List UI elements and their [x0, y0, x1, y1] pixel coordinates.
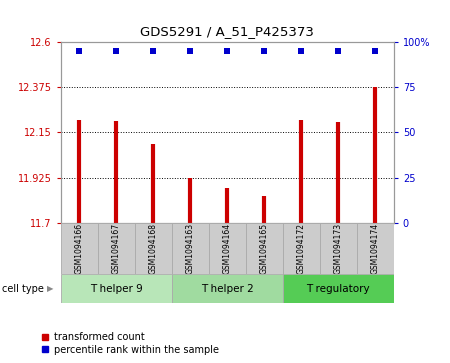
Text: T helper 9: T helper 9: [90, 284, 143, 294]
Legend: transformed count, percentile rank within the sample: transformed count, percentile rank withi…: [41, 332, 219, 355]
Bar: [98, 223, 135, 274]
Bar: [320, 223, 357, 274]
Text: GSM1094163: GSM1094163: [186, 223, 195, 274]
Text: GSM1094173: GSM1094173: [334, 223, 343, 274]
Bar: [283, 274, 394, 303]
Bar: [246, 223, 283, 274]
Title: GDS5291 / A_51_P425373: GDS5291 / A_51_P425373: [140, 25, 314, 38]
Text: GSM1094165: GSM1094165: [260, 223, 269, 274]
Bar: [61, 274, 172, 303]
Bar: [172, 274, 283, 303]
Text: GSM1094172: GSM1094172: [297, 223, 306, 274]
Text: T regulatory: T regulatory: [306, 284, 370, 294]
Text: GSM1094174: GSM1094174: [371, 223, 380, 274]
Text: T helper 2: T helper 2: [201, 284, 254, 294]
Text: GSM1094167: GSM1094167: [112, 223, 121, 274]
Bar: [209, 223, 246, 274]
Bar: [283, 223, 320, 274]
Bar: [172, 223, 209, 274]
Text: GSM1094166: GSM1094166: [75, 223, 84, 274]
Bar: [357, 223, 394, 274]
Bar: [61, 223, 98, 274]
Text: GSM1094168: GSM1094168: [149, 223, 158, 274]
Text: GSM1094164: GSM1094164: [223, 223, 232, 274]
Text: cell type: cell type: [2, 284, 44, 294]
Text: ▶: ▶: [47, 284, 54, 293]
Bar: [135, 223, 172, 274]
